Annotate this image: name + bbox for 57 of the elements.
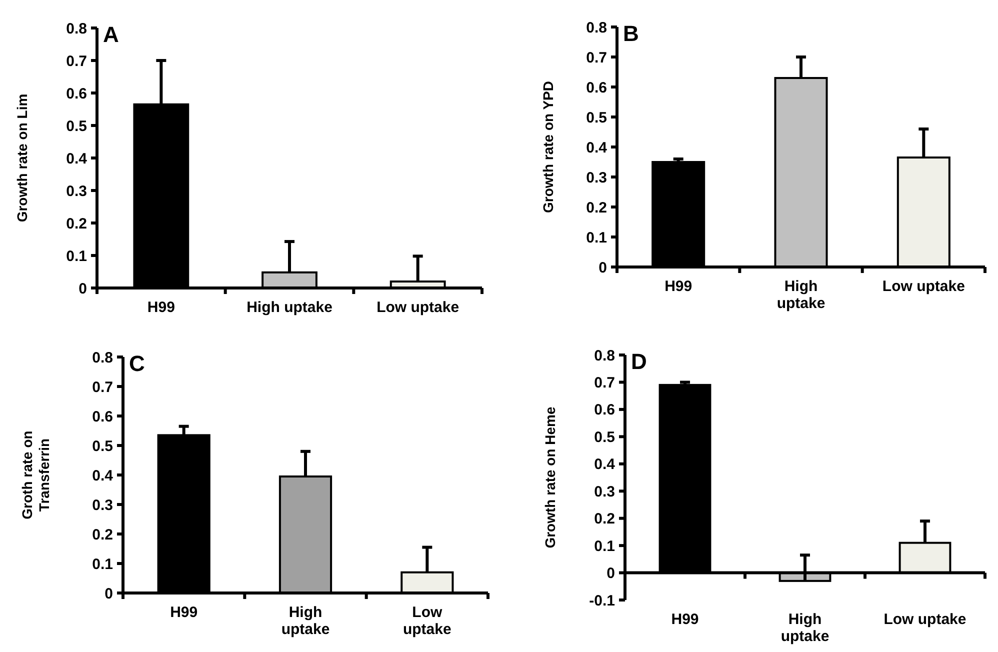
x-tick-label: High uptake [776,278,826,312]
y-tick-label: 0.8 [586,19,607,36]
chart-title: B [623,21,639,46]
y-tick-label: 0.8 [92,349,113,366]
chart-title: D [631,349,647,374]
y-tick-label: 0.3 [586,169,607,186]
x-tick-label: High uptake [246,299,332,316]
y-tick-label: 0.5 [594,428,615,446]
y-tick-label: 0.6 [586,79,607,96]
y-tick-label: 0 [104,585,113,602]
y-tick-label: 0.2 [92,526,113,544]
y-tick-label: 0.8 [66,20,87,38]
chart-title: C [129,351,145,376]
y-tick-label: 0.7 [92,378,113,396]
y-tick-label: 0.7 [594,374,615,392]
y-axis-title: Growth rate on Lim [14,94,30,222]
x-tick-label: Low uptake [882,278,965,295]
y-tick-label: 0.1 [594,538,615,555]
x-tick-label: H99 [170,604,198,621]
y-tick-label: 0.4 [586,139,608,156]
y-tick-label: 0.1 [92,556,113,573]
y-tick-label: -0.1 [589,592,615,610]
y-tick-label: 0.2 [594,510,615,528]
y-tick-label: 0.7 [586,49,607,66]
y-axis-title: Growth rate on YPD [540,81,556,213]
y-tick-label: 0.8 [594,347,615,364]
y-tick-label: 0.5 [586,109,607,126]
y-tick-label: 0.6 [66,85,87,102]
y-tick-label: 0.3 [594,483,615,500]
x-tick-label: High uptake [780,611,830,645]
y-tick-label: 0.1 [66,248,87,265]
x-tick-label: H99 [147,299,175,316]
y-tick-label: 0.5 [66,118,87,135]
y-tick-label: 0.3 [66,182,87,200]
y-tick-label: 0.2 [66,215,87,232]
x-tick-label: High uptake [281,604,330,638]
y-tick-label: 0.4 [92,467,114,484]
y-tick-label: 0.7 [66,52,87,70]
y-tick-label: 0.4 [66,150,88,168]
y-axis-title: Groth rate on Transferrin [19,430,52,520]
y-tick-label: 0 [598,259,607,276]
y-tick-label: 0.5 [92,438,113,455]
y-tick-label: 0.1 [586,229,607,246]
y-tick-label: 0.4 [594,456,616,474]
y-tick-label: 0 [606,565,615,582]
y-tick-label: 0.3 [92,496,113,514]
y-tick-label: 0.2 [586,199,607,216]
x-tick-label: H99 [671,611,699,628]
x-tick-label: H99 [664,278,692,295]
y-tick-label: 0.6 [594,402,615,419]
chart-title: A [103,22,119,47]
x-tick-label: Low uptake [376,299,460,316]
y-tick-label: 0 [78,280,87,298]
y-tick-label: 0.6 [92,408,113,426]
y-axis-title: Growth rate on Heme [542,406,558,548]
x-tick-label: Low uptake [402,604,452,638]
x-tick-label: Low uptake [884,611,966,628]
